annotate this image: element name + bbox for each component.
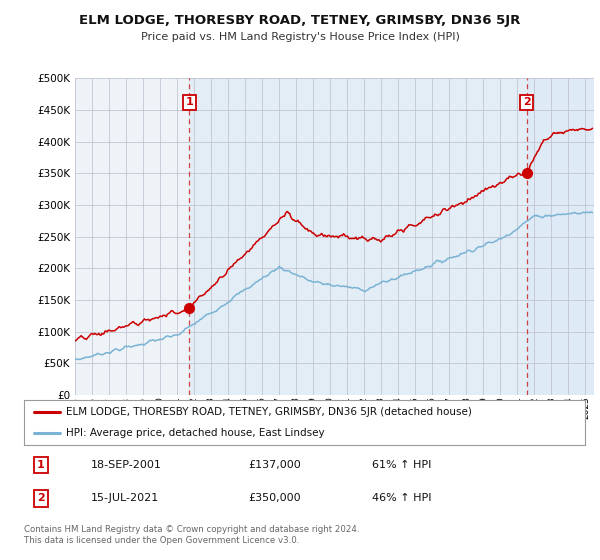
- Text: 15-JUL-2021: 15-JUL-2021: [91, 493, 160, 503]
- Text: HPI: Average price, detached house, East Lindsey: HPI: Average price, detached house, East…: [66, 428, 325, 438]
- Text: 61% ↑ HPI: 61% ↑ HPI: [372, 460, 431, 470]
- Text: Contains HM Land Registry data © Crown copyright and database right 2024.
This d: Contains HM Land Registry data © Crown c…: [24, 525, 359, 545]
- Text: 18-SEP-2001: 18-SEP-2001: [91, 460, 162, 470]
- Text: £137,000: £137,000: [248, 460, 301, 470]
- Text: ELM LODGE, THORESBY ROAD, TETNEY, GRIMSBY, DN36 5JR: ELM LODGE, THORESBY ROAD, TETNEY, GRIMSB…: [79, 14, 521, 27]
- Text: 1: 1: [37, 460, 45, 470]
- Text: ELM LODGE, THORESBY ROAD, TETNEY, GRIMSBY, DN36 5JR (detached house): ELM LODGE, THORESBY ROAD, TETNEY, GRIMSB…: [66, 408, 472, 418]
- Text: Price paid vs. HM Land Registry's House Price Index (HPI): Price paid vs. HM Land Registry's House …: [140, 32, 460, 42]
- Text: 46% ↑ HPI: 46% ↑ HPI: [372, 493, 431, 503]
- Text: 1: 1: [185, 97, 193, 108]
- Text: 2: 2: [37, 493, 45, 503]
- Bar: [190, 78, 594, 395]
- Text: £350,000: £350,000: [248, 493, 301, 503]
- Bar: [527, 78, 594, 395]
- Text: 2: 2: [523, 97, 530, 108]
